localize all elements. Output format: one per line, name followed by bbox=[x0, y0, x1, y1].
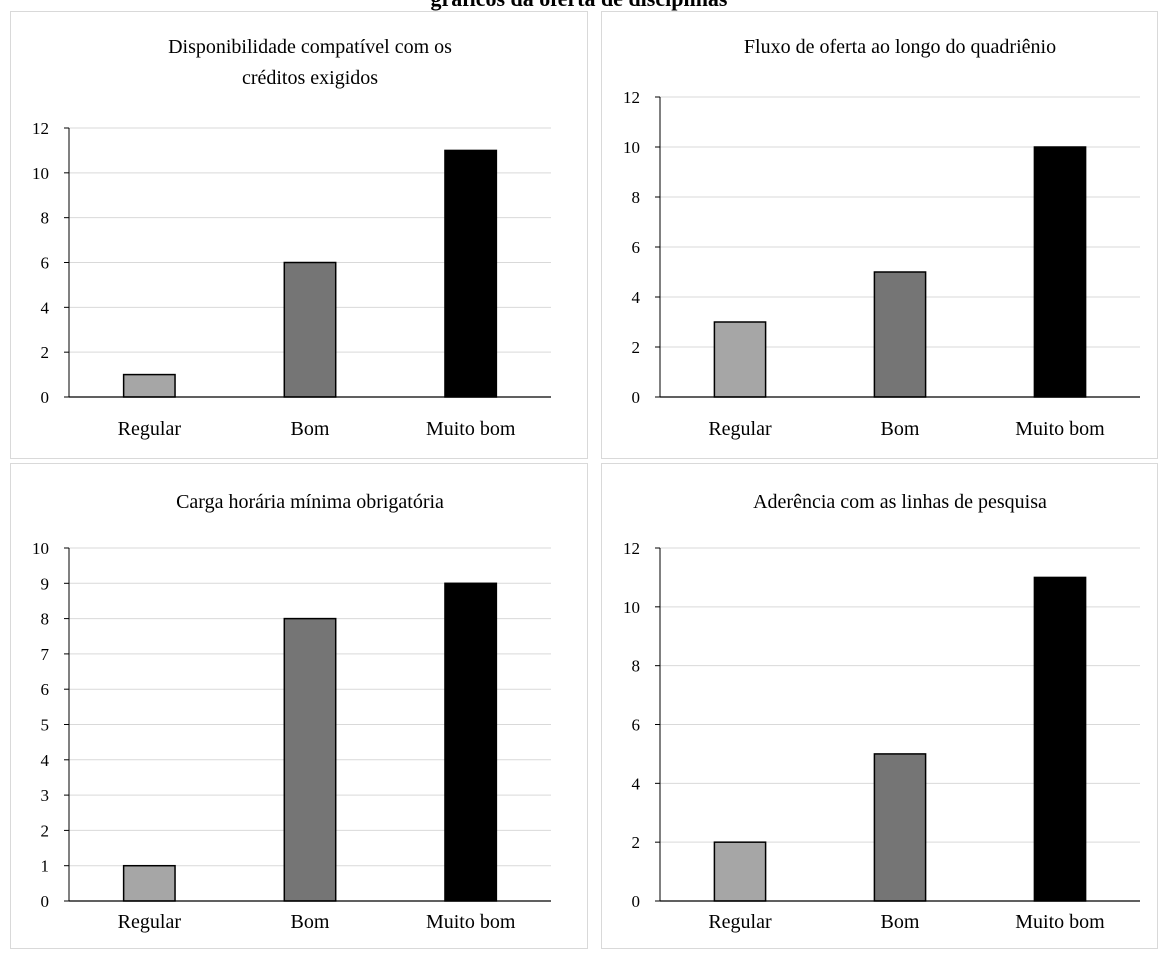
bar-chart-aderencia: Aderência com as linhas de pesquisa 0 2 4 6 8… bbox=[623, 491, 1140, 933]
x-category-label: Regular bbox=[118, 418, 182, 440]
y-tick-label: 2 bbox=[41, 821, 50, 840]
y-tick-label: 10 bbox=[623, 138, 640, 157]
x-category-label: Muito bom bbox=[426, 911, 516, 933]
y-tick-label: 12 bbox=[623, 88, 640, 107]
y-tick-label: 1 bbox=[41, 857, 50, 876]
y-tick-label: 12 bbox=[623, 539, 640, 558]
y-tick-label: 8 bbox=[632, 657, 641, 676]
bar-regular bbox=[122, 864, 176, 902]
x-category-label: Bom bbox=[881, 418, 920, 440]
y-tick-label: 4 bbox=[632, 288, 641, 307]
x-category-label: Regular bbox=[118, 911, 182, 933]
x-category-label: Regular bbox=[708, 911, 772, 933]
chart-panel-carga-horaria: Carga horária mínima obrigatória 0 1 2 3 4 5 6 7… bbox=[10, 463, 588, 949]
y-tick-label: 8 bbox=[41, 610, 50, 629]
chart-panel-disponibilidade: Disponibilidade compatível com os crédito… bbox=[10, 11, 588, 459]
page-title: gráficos da oferta de disciplinas bbox=[0, 0, 1158, 10]
chart-title-line: Carga horária mínima obrigatória bbox=[176, 491, 444, 513]
chart-panel-fluxo-oferta: Fluxo de oferta ao longo do quadriênio 0 2… bbox=[601, 11, 1158, 459]
y-tick-label: 7 bbox=[41, 645, 50, 664]
y-tick-label: 2 bbox=[41, 343, 50, 362]
y-tick-label: 6 bbox=[41, 680, 50, 699]
bar-regular bbox=[713, 321, 767, 398]
bar-chart-disponibilidade: Disponibilidade compatível com os crédito… bbox=[32, 36, 551, 440]
y-tick-label: 4 bbox=[41, 298, 50, 317]
bar-bom bbox=[873, 753, 927, 902]
bar-regular bbox=[122, 373, 176, 398]
x-category-label: Muito bom bbox=[1015, 418, 1105, 440]
y-tick-label: 5 bbox=[41, 716, 50, 735]
y-tick-label: 2 bbox=[632, 338, 641, 357]
x-category-label: Regular bbox=[708, 418, 772, 440]
bar-muito-bom bbox=[444, 149, 498, 398]
chart-panel-aderencia: Aderência com as linhas de pesquisa 0 2 4 6 8… bbox=[601, 463, 1158, 949]
chart-title-line: Aderência com as linhas de pesquisa bbox=[753, 491, 1047, 513]
chart-title-line: Fluxo de oferta ao longo do quadriênio bbox=[744, 36, 1056, 58]
y-tick-label: 6 bbox=[41, 254, 50, 273]
y-tick-label: 12 bbox=[32, 119, 49, 138]
bar-bom bbox=[283, 617, 337, 902]
x-category-label: Muito bom bbox=[426, 418, 516, 440]
y-tick-label: 10 bbox=[623, 598, 640, 617]
y-tick-label: 0 bbox=[41, 892, 50, 911]
chart-title-line: Disponibilidade compatível com os bbox=[168, 36, 452, 58]
y-tick-label: 6 bbox=[632, 716, 641, 735]
y-tick-label: 0 bbox=[41, 388, 50, 407]
y-tick-label: 4 bbox=[41, 751, 50, 770]
y-tick-label: 8 bbox=[41, 209, 50, 228]
bar-muito-bom bbox=[1033, 576, 1087, 902]
y-tick-label: 0 bbox=[632, 388, 641, 407]
y-tick-label: 6 bbox=[632, 238, 641, 257]
bar-bom bbox=[873, 271, 927, 398]
bar-muito-bom bbox=[1033, 146, 1087, 398]
y-tick-label: 10 bbox=[32, 539, 49, 558]
y-tick-label: 9 bbox=[41, 574, 50, 593]
y-tick-label: 0 bbox=[632, 892, 641, 911]
x-category-label: Bom bbox=[291, 911, 330, 933]
y-tick-label: 4 bbox=[632, 774, 641, 793]
bar-regular bbox=[713, 841, 767, 902]
y-tick-label: 8 bbox=[632, 188, 641, 207]
bar-bom bbox=[283, 261, 337, 398]
x-category-label: Muito bom bbox=[1015, 911, 1105, 933]
x-category-label: Bom bbox=[291, 418, 330, 440]
bar-muito-bom bbox=[444, 582, 498, 902]
y-tick-label: 3 bbox=[41, 786, 50, 805]
y-tick-label: 2 bbox=[632, 833, 641, 852]
y-tick-label: 10 bbox=[32, 164, 49, 183]
bar-chart-fluxo-oferta: Fluxo de oferta ao longo do quadriênio 0 2… bbox=[623, 36, 1140, 440]
chart-title-line: créditos exigidos bbox=[242, 67, 378, 89]
x-category-label: Bom bbox=[881, 911, 920, 933]
bar-chart-carga-horaria: Carga horária mínima obrigatória 0 1 2 3 4 5 6 7… bbox=[32, 491, 551, 933]
